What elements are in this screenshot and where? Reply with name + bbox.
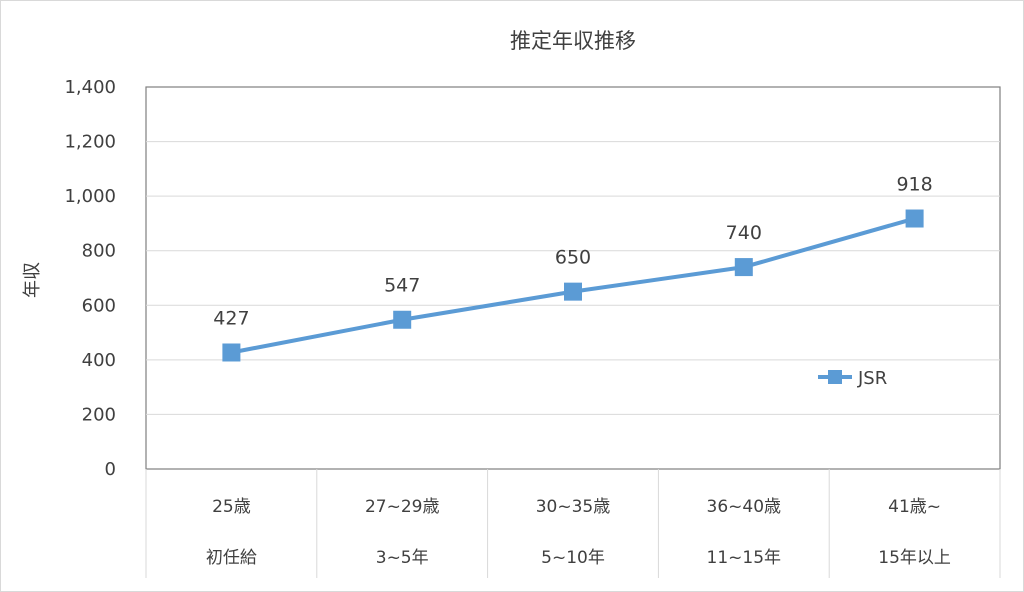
x-category-tenure: 3~5年 [376,548,429,568]
data-label: 918 [896,174,932,196]
legend: JSR [818,368,887,389]
data-point-marker [905,209,924,228]
x-category-tenure: 11~15年 [707,548,782,568]
x-category-tenure: 5~10年 [541,548,605,568]
legend-label: JSR [857,368,887,389]
x-category-tenure: 初任給 [206,548,257,568]
chart-title: 推定年収推移 [510,29,636,53]
x-category-tenure: 15年以上 [878,548,951,568]
y-tick-label: 600 [82,295,116,316]
data-point-marker [393,310,412,329]
y-tick-label: 0 [105,459,116,480]
y-axis-label: 年収 [22,262,43,298]
y-tick-label: 400 [82,350,116,371]
data-label: 427 [213,307,249,329]
grid [145,86,1001,470]
y-tick-label: 800 [82,241,116,262]
legend-swatch-marker [828,370,842,384]
data-point-marker [734,258,753,277]
y-tick-label: 200 [82,404,116,425]
data-point-marker [564,282,582,301]
y-tick-label: 1,200 [64,132,116,153]
x-category-age: 25歳 [212,497,251,517]
y-axis-ticks: 0 200 400 600 800 1,000 1,200 1,400 [64,77,116,480]
x-category-age: 41歳~ [888,497,941,517]
data-label: 547 [384,275,420,297]
series [222,209,924,362]
plot-area-border [145,86,1001,470]
data-label: 740 [726,222,762,244]
y-tick-label: 1,000 [64,186,116,207]
data-point-marker [222,343,241,362]
data-labels: 427 547 650 740 918 [213,174,932,330]
x-category-age: 36~40歳 [707,497,782,517]
x-category-age: 30~35歳 [536,497,611,517]
data-label: 650 [555,247,591,269]
x-category-age: 27~29歳 [365,497,440,517]
y-tick-label: 1,400 [64,77,116,98]
